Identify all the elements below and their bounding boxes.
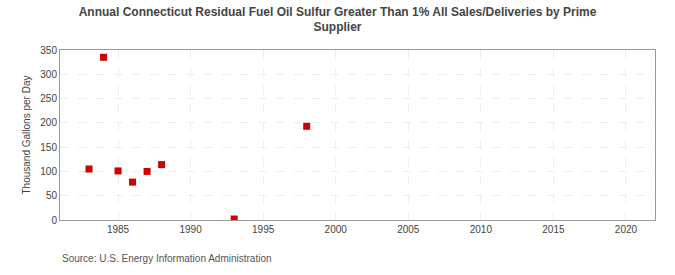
svg-text:Thousand Gallons per Day: Thousand Gallons per Day [21,76,32,195]
svg-text:1995: 1995 [252,224,275,235]
svg-text:200: 200 [40,117,57,128]
svg-text:350: 350 [40,45,57,56]
svg-text:Source: U.S. Energy Informatio: Source: U.S. Energy Information Administ… [62,253,272,264]
svg-text:250: 250 [40,93,57,104]
svg-text:0: 0 [51,215,57,226]
svg-text:Annual Connecticut Residual Fu: Annual Connecticut Residual Fuel Oil Sul… [79,5,597,35]
svg-text:100: 100 [40,166,57,177]
svg-text:1990: 1990 [179,224,202,235]
svg-text:2005: 2005 [397,224,420,235]
svg-text:2000: 2000 [325,224,348,235]
svg-text:50: 50 [46,190,58,201]
svg-text:2015: 2015 [542,224,565,235]
svg-text:300: 300 [40,69,57,80]
svg-text:2020: 2020 [615,224,638,235]
svg-text:2010: 2010 [470,224,493,235]
svg-text:150: 150 [40,142,57,153]
svg-text:1985: 1985 [107,224,130,235]
